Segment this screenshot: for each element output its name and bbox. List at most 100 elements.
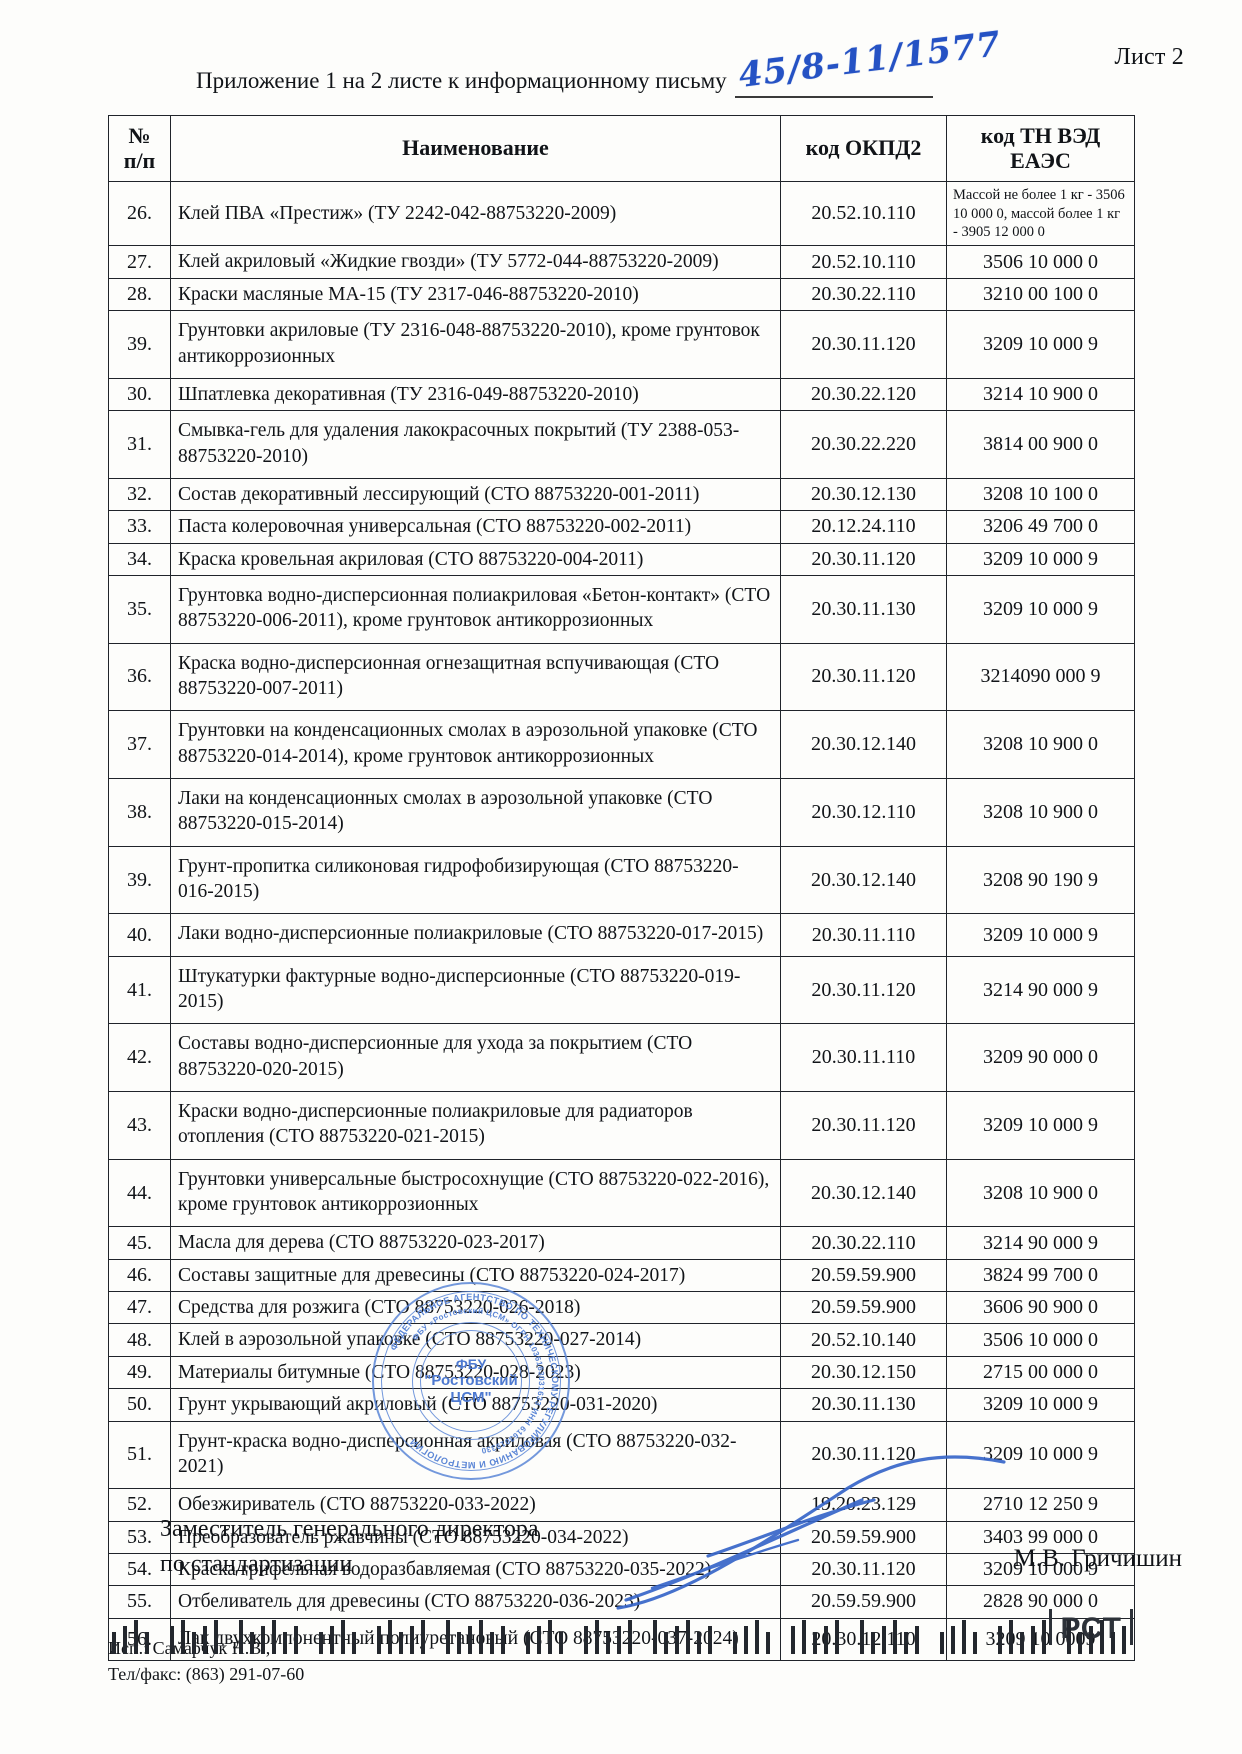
row-number-cell: 44. xyxy=(108,1158,171,1228)
table-row: 28. Краски масляные МА-15 (ТУ 2317-046-88… xyxy=(108,277,1135,312)
row-number-cell: 38. xyxy=(108,777,171,847)
row-number-cell: 35. xyxy=(108,574,171,644)
table-row: 37. Грунтовки на конденсационных смолах в… xyxy=(108,710,1135,779)
okpd2-code-cell: 20.30.22.110 xyxy=(780,1226,947,1260)
table-row: 27. Клей акриловый «Жидкие гвозди» (ТУ 57… xyxy=(108,245,1135,279)
okpd2-code-cell: 20.30.11.110 xyxy=(780,1023,947,1093)
product-name-cell: Краска водно-дисперсионная огнезащитная … xyxy=(170,642,781,712)
appendix-caption: Приложение 1 на 2 листе к информационном… xyxy=(196,68,727,93)
row-number-cell: 48. xyxy=(108,1323,171,1357)
okpd2-code-cell: 20.30.22.120 xyxy=(780,377,947,412)
product-name-cell: Грунтовки акриловые (ТУ 2316-048-8875322… xyxy=(170,310,781,379)
column-header-okpd2: код ОКПД2 xyxy=(780,114,947,183)
product-registry-table: № п/п Наименование код ОКПД2 код ТН ВЭД … xyxy=(108,114,1135,1661)
tnved-code-cell: 3214 90 000 9 xyxy=(946,955,1135,1025)
tnved-code-cell: 3814 00 900 0 xyxy=(946,410,1135,479)
product-name-cell: Средства для розжига (СТО 88753220-026-2… xyxy=(170,1291,781,1325)
table-row: 48. Клей в аэрозольной упаковке (СТО 8875… xyxy=(108,1323,1135,1357)
row-number-cell: 42. xyxy=(108,1023,171,1093)
row-number-cell: 28. xyxy=(108,277,171,312)
tnved-code-cell: 3506 10 000 0 xyxy=(946,1323,1135,1357)
okpd2-code-cell: 20.59.59.900 xyxy=(780,1585,947,1619)
tnved-code-cell: 3208 10 900 0 xyxy=(946,710,1135,779)
table-row: 35. Грунтовка водно-дисперсионная полиакр… xyxy=(108,574,1135,644)
table-body: 26. Клей ПВА «Престиж» (ТУ 2242-042-88753… xyxy=(108,181,1135,1661)
table-row: 39. Грунт-пропитка силиконовая гидрофобиз… xyxy=(108,845,1135,915)
row-number-cell: 49. xyxy=(108,1355,171,1390)
table-row: 46. Составы защитные для древесины (СТО 8… xyxy=(108,1258,1135,1293)
tnved-code-cell: 3209 10 000 9 xyxy=(946,310,1135,379)
column-header-tnved: код ТН ВЭД ЕАЭС xyxy=(946,114,1135,183)
tnved-code-cell: 2710 12 250 9 xyxy=(946,1488,1135,1522)
product-name-cell: Масла для дерева (СТО 88753220-023-2017) xyxy=(170,1226,781,1260)
product-name-cell: Составы водно-дисперсионные для ухода за… xyxy=(170,1023,781,1093)
table-row: 38. Лаки на конденсационных смолах в аэро… xyxy=(108,777,1135,847)
row-number-cell: 46. xyxy=(108,1258,171,1293)
table-row: 36. Краска водно-дисперсионная огнезащитн… xyxy=(108,642,1135,712)
barcode-strip xyxy=(112,1620,1126,1654)
table-row: 49. Материалы битумные (СТО 88753220-028-… xyxy=(108,1355,1135,1390)
product-name-cell: Отбеливатель для древесины (СТО 88753220… xyxy=(170,1585,781,1619)
column-header-tnved-line1: код ТН ВЭД xyxy=(980,123,1101,148)
product-name-cell: Состав декоративный лессирующий (СТО 887… xyxy=(170,477,781,512)
okpd2-code-cell: 20.30.11.120 xyxy=(780,955,947,1025)
okpd2-code-cell: 20.30.22.110 xyxy=(780,277,947,312)
tnved-code-cell: 3208 90 190 9 xyxy=(946,845,1135,915)
table-row: 55. Отбеливатель для древесины (СТО 88753… xyxy=(108,1585,1135,1619)
row-number-cell: 52. xyxy=(108,1488,171,1522)
product-name-cell: Грунтовки универсальные быстросохнущие (… xyxy=(170,1158,781,1228)
okpd2-code-cell: 20.30.11.130 xyxy=(780,1388,947,1422)
signer-position-line1: Заместитель генерального директора xyxy=(160,1516,539,1542)
okpd2-code-cell: 20.30.22.220 xyxy=(780,410,947,479)
table-row: 51. Грунт-краска водно-дисперсионная акри… xyxy=(108,1420,1135,1490)
tnved-code-cell: 3210 00 100 0 xyxy=(946,277,1135,312)
okpd2-code-cell: 20.30.12.150 xyxy=(780,1355,947,1390)
row-number-cell: 32. xyxy=(108,477,171,512)
okpd2-code-cell: 20.52.10.140 xyxy=(780,1323,947,1357)
signer-position-line2: по стандартизации xyxy=(160,1550,353,1577)
row-number-cell: 26. xyxy=(108,181,171,247)
table-row: 33. Паста колеровочная универсальная (СТО… xyxy=(108,510,1135,544)
row-number-cell: 36. xyxy=(108,642,171,712)
tnved-code-cell: 3209 10 000 9 xyxy=(946,574,1135,644)
product-name-cell: Составы защитные для древесины (СТО 8875… xyxy=(170,1258,781,1293)
okpd2-code-cell: 20.52.10.110 xyxy=(780,245,947,279)
column-header-number: № п/п xyxy=(108,114,171,183)
tnved-code-cell: 3403 99 000 0 xyxy=(946,1520,1135,1554)
table-row: 31. Смывка-гель для удаления лакокрасочны… xyxy=(108,410,1135,479)
okpd2-code-cell: 20.30.11.120 xyxy=(780,1552,947,1587)
product-name-cell: Клей в аэрозольной упаковке (СТО 8875322… xyxy=(170,1323,781,1357)
tnved-code-cell: 3209 10 000 9 xyxy=(946,1091,1135,1160)
table-row: 45. Масла для дерева (СТО 88753220-023-20… xyxy=(108,1226,1135,1260)
table-row: 50. Грунт укрывающий акриловый (СТО 88753… xyxy=(108,1388,1135,1422)
tnved-code-cell: 3209 10 000 9 xyxy=(946,913,1135,957)
row-number-cell: 34. xyxy=(108,542,171,576)
row-number-cell: 37. xyxy=(108,710,171,779)
tnved-code-cell: 3209 90 000 0 xyxy=(946,1023,1135,1093)
okpd2-code-cell: 20.30.11.120 xyxy=(780,642,947,712)
row-number-cell: 27. xyxy=(108,245,171,279)
row-number-cell: 45. xyxy=(108,1226,171,1260)
executor-phone: Тел/факс: (863) 291-07-60 xyxy=(108,1663,305,1684)
row-number-cell: 31. xyxy=(108,410,171,479)
okpd2-code-cell: 20.30.11.130 xyxy=(780,574,947,644)
tnved-code-cell: 3208 10 100 0 xyxy=(946,477,1135,512)
row-number-cell: 54. xyxy=(108,1552,171,1587)
product-name-cell: Грунт-пропитка силиконовая гидрофобизиру… xyxy=(170,845,781,915)
column-header-tnved-line2: ЕАЭС xyxy=(1010,147,1071,173)
product-name-cell: Штукатурки фактурные водно-дисперсионные… xyxy=(170,955,781,1025)
tnved-code-cell: 2715 00 000 0 xyxy=(946,1355,1135,1390)
table-header-row: № п/п Наименование код ОКПД2 код ТН ВЭД … xyxy=(108,114,1135,183)
row-number-cell: 51. xyxy=(108,1420,171,1490)
table-row: 40. Лаки водно-дисперсионные полиакриловы… xyxy=(108,913,1135,957)
okpd2-code-cell: 20.30.11.120 xyxy=(780,310,947,379)
okpd2-code-cell: 20.30.11.120 xyxy=(780,1420,947,1490)
sheet-number: Лист 2 xyxy=(1114,44,1184,70)
product-name-cell: Материалы битумные (СТО 88753220-028-202… xyxy=(170,1355,781,1390)
row-number-cell: 41. xyxy=(108,955,171,1025)
okpd2-code-cell: 20.30.12.140 xyxy=(780,845,947,915)
signer-name: М.В. Гричишин xyxy=(1013,1545,1182,1572)
product-name-cell: Краски масляные МА-15 (ТУ 2317-046-88753… xyxy=(170,277,781,312)
tnved-code-cell: 3606 90 900 0 xyxy=(946,1291,1135,1325)
okpd2-code-cell: 20.30.12.110 xyxy=(780,777,947,847)
